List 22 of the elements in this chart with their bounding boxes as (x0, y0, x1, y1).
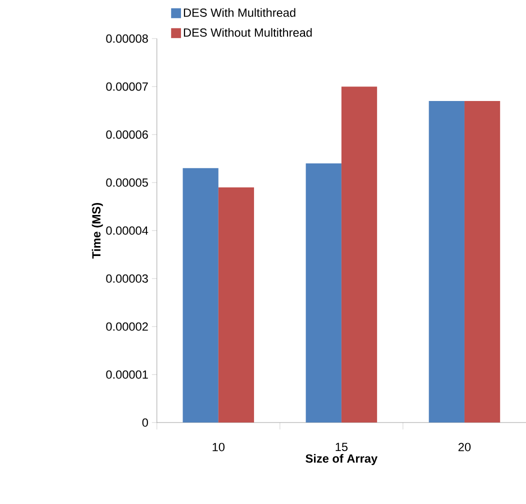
y-tick-label: 0.00004 (106, 226, 148, 235)
x-tick-label: 15 (336, 443, 348, 452)
bar (428, 101, 464, 423)
legend-label: DES With Multithread (184, 8, 296, 18)
y-tick-label: 0.00005 (106, 178, 148, 187)
y-tick-label: 0 (142, 418, 148, 427)
y-tick-label: 0.00003 (106, 274, 148, 283)
x-axis-title: Size of Array (306, 454, 378, 466)
bar (341, 86, 378, 423)
y-tick-label: 0.00007 (106, 82, 148, 91)
y-tick-label: 0.00008 (106, 34, 148, 43)
y-tick-label: 0.00002 (106, 322, 148, 331)
x-tick-label: 10 (212, 443, 225, 452)
y-axis-title: Time (MS) (92, 203, 103, 259)
bar (218, 188, 254, 423)
bar (464, 101, 500, 423)
legend-label: DES Without Multithread (184, 28, 312, 37)
bar (182, 168, 218, 423)
y-tick-label: 0.00006 (106, 130, 148, 139)
bar (306, 164, 342, 423)
x-tick-label: 20 (458, 443, 471, 452)
y-tick-label: 0.00001 (106, 370, 148, 379)
